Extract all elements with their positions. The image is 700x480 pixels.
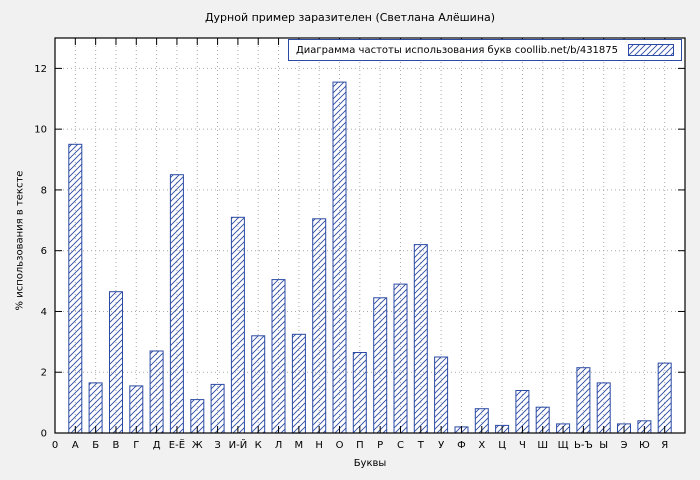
x-tick-label: Л	[275, 440, 283, 451]
x-tick-label: Э	[621, 440, 628, 451]
legend-label: Диаграмма частоты использования букв coo…	[295, 44, 618, 56]
x-tick-label: Ч	[519, 440, 526, 451]
y-tick-label: 8	[41, 185, 47, 196]
x-tick-label: М	[295, 440, 304, 451]
y-tick-label: 6	[41, 246, 47, 257]
bar	[332, 81, 347, 434]
x-tick-label: П	[356, 440, 364, 451]
x-tick-label: Ы	[599, 440, 608, 451]
x-tick-label: Ю	[639, 440, 650, 451]
bar	[576, 367, 591, 434]
x-tick-label: Ф	[457, 440, 466, 451]
bar	[413, 244, 428, 434]
x-tick-label: 0	[52, 440, 58, 451]
x-tick-label: С	[397, 440, 404, 451]
plot-border	[54, 37, 686, 434]
x-tick-label: Н	[315, 440, 323, 451]
bar	[88, 382, 103, 434]
y-tick-label: 10	[34, 125, 47, 136]
x-tick-label: Щ	[558, 440, 569, 451]
bar	[68, 143, 83, 434]
x-tick-label: У	[438, 440, 444, 451]
x-tick-label: К	[255, 440, 262, 451]
x-tick-label: А	[72, 440, 79, 451]
x-tick-label: Ш	[537, 440, 548, 451]
x-tick-label: Ь-Ъ	[574, 440, 593, 451]
y-tick-label: 0	[41, 429, 47, 440]
bar	[129, 385, 144, 434]
x-tick-label: Б	[92, 440, 99, 451]
bar	[312, 218, 327, 434]
y-tick-label: 2	[41, 368, 47, 379]
bar	[291, 333, 306, 434]
x-tick-label: Р	[377, 440, 383, 451]
x-tick-label: Е-Ё	[169, 438, 185, 451]
bar	[169, 174, 184, 434]
legend: Диаграмма частоты использования букв coo…	[287, 39, 682, 61]
y-axis-label: % использования в тексте	[14, 170, 26, 311]
bar	[149, 350, 164, 434]
legend-swatch-icon	[628, 44, 674, 56]
plot-area	[55, 38, 685, 433]
bar	[434, 356, 449, 434]
x-tick-label: Я	[661, 440, 668, 451]
bar	[393, 283, 408, 434]
y-tick-label: 12	[34, 64, 47, 75]
x-axis-label: Буквы	[353, 458, 387, 469]
x-tick-label: Ж	[192, 440, 203, 451]
x-tick-label: Г	[133, 440, 139, 451]
x-tick-label: О	[336, 440, 344, 451]
bar	[352, 352, 367, 434]
x-tick-label: И-Й	[229, 438, 248, 451]
x-tick-label: Х	[478, 440, 485, 451]
x-tick-label: В	[113, 440, 120, 451]
bar	[230, 216, 245, 434]
x-tick-label: Д	[153, 440, 161, 451]
x-tick-label: Ц	[498, 440, 506, 451]
bar	[596, 382, 611, 434]
bar	[210, 383, 225, 434]
y-tick-label: 4	[41, 307, 47, 318]
bar	[271, 279, 286, 434]
x-tick-label: Т	[417, 440, 425, 451]
bar	[657, 362, 672, 434]
bar	[109, 291, 123, 434]
x-tick-label: З	[214, 440, 220, 451]
bar	[373, 297, 388, 434]
bar	[251, 335, 266, 434]
chart-title: Дурной пример заразителен (Светлана Алёш…	[204, 11, 496, 24]
